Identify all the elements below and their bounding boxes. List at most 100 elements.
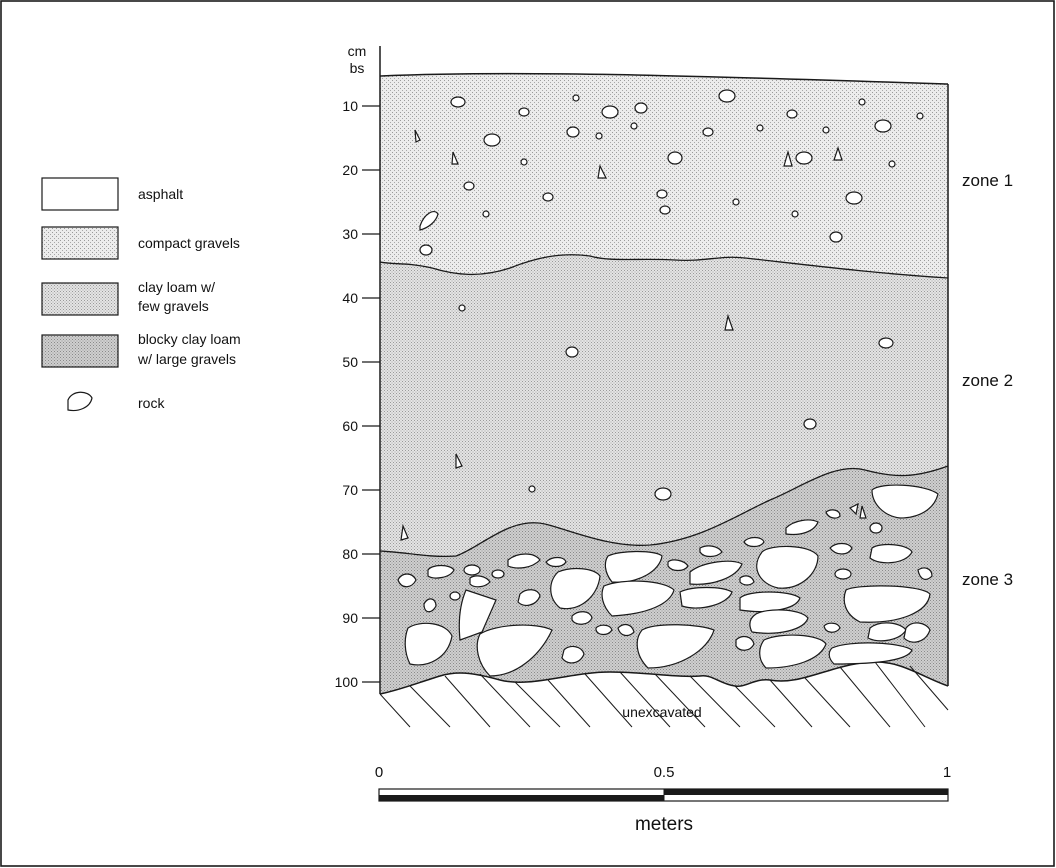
scale-bar: 0 0.5 1 meters — [375, 764, 951, 835]
rock-icon — [786, 109, 798, 119]
legend-item-asphalt: asphalt — [41, 177, 183, 211]
zone-1-2-boundary — [379, 254, 949, 279]
legend-label: compact gravels — [138, 235, 240, 251]
rock-icon — [916, 112, 924, 120]
rock-icon — [545, 556, 567, 568]
rock-icon — [871, 484, 939, 519]
rock-icon — [829, 231, 843, 243]
legend-label: blocky clay loam — [138, 331, 241, 347]
depth-tick-label: 70 — [342, 482, 358, 498]
rock-icon — [419, 211, 439, 231]
rock-icon — [404, 622, 453, 666]
rock-icon — [848, 502, 859, 516]
depth-tick-label: 60 — [342, 418, 358, 434]
rock-icon — [724, 313, 734, 331]
rock-icon — [732, 198, 740, 206]
rock-icon — [739, 575, 755, 586]
rock-icon — [630, 122, 638, 130]
rock-icon — [749, 609, 809, 634]
rock-icon — [491, 569, 505, 579]
zone-label-3: zone 3 — [962, 570, 1013, 589]
zone-label-1: zone 1 — [962, 171, 1013, 190]
rock-icon — [414, 129, 421, 143]
rock-icon — [427, 564, 455, 579]
rock-icon — [667, 151, 683, 165]
rock-icon — [450, 96, 466, 108]
rock-icon — [783, 149, 793, 167]
depth-tick-label: 40 — [342, 290, 358, 306]
rock-icon — [825, 509, 841, 519]
rock-icon — [595, 624, 613, 636]
rock-icon — [859, 505, 867, 519]
depth-tick-label: 10 — [342, 98, 358, 114]
rock-icon — [843, 585, 931, 623]
scale-bar-segment-left — [379, 795, 664, 801]
base-boundary — [379, 661, 949, 695]
rock-icon — [463, 564, 481, 576]
zone-label-2: zone 2 — [962, 371, 1013, 390]
rock-icon — [735, 635, 755, 651]
rock-icon — [785, 519, 819, 536]
rock-icon — [451, 151, 459, 165]
rock-icon — [449, 591, 461, 601]
rock-icon — [833, 146, 843, 161]
rock-group — [397, 89, 939, 677]
scale-tick-0-5: 0.5 — [654, 764, 675, 781]
rock-icon — [656, 189, 668, 199]
zone-2-layer — [380, 254, 948, 557]
scale-tick-0: 0 — [375, 764, 383, 781]
rock-icon — [423, 598, 437, 613]
rock-icon — [679, 586, 733, 609]
rock-icon — [483, 133, 501, 147]
depth-unit-cm: cm — [348, 43, 367, 59]
rock-icon — [874, 119, 892, 133]
rock-icon — [702, 127, 714, 137]
rock-icon — [756, 124, 764, 132]
rock-icon — [397, 573, 417, 588]
scale-tick-1: 1 — [943, 764, 951, 781]
rock-icon — [566, 126, 580, 138]
rock-icon — [520, 158, 528, 166]
legend-item-clay-loam: clay loam w/ few gravels — [41, 279, 215, 316]
asphalt-swatch — [41, 177, 119, 211]
rock-icon — [903, 622, 931, 643]
unexcavated-label: unexcavated — [622, 704, 701, 720]
rock-icon — [476, 624, 553, 677]
depth-tick-label: 20 — [342, 162, 358, 178]
rock-icon — [550, 567, 601, 610]
depth-ticks: 10 20 30 40 50 60 70 80 90 100 — [335, 98, 380, 690]
rock-icon — [458, 589, 497, 641]
depth-tick-label: 100 — [335, 674, 359, 690]
scale-bar-segment-right — [664, 789, 948, 795]
rock-icon — [636, 624, 715, 669]
depth-tick-label: 90 — [342, 610, 358, 626]
rock-icon — [463, 181, 475, 191]
rock-icon — [542, 192, 554, 202]
rock-icon — [743, 536, 765, 548]
rock-icon — [689, 560, 743, 585]
rock-icon — [718, 89, 736, 103]
rock-icon — [597, 164, 607, 179]
rock-icon — [595, 132, 603, 140]
rock-icon — [759, 634, 827, 669]
rock-icon — [571, 611, 593, 625]
legend: asphalt compact gravels clay loam w/ few… — [41, 177, 241, 412]
legend-label: asphalt — [138, 186, 183, 202]
rock-icon — [739, 591, 801, 613]
rock-icon — [572, 94, 580, 102]
scale-unit-label: meters — [635, 814, 693, 835]
rock-icon — [604, 550, 663, 583]
zone-labels: zone 1 zone 2 zone 3 — [962, 171, 1013, 589]
rock-icon — [829, 542, 853, 555]
rock-icon — [601, 580, 675, 617]
rock-icon — [654, 487, 672, 501]
rock-icon — [667, 559, 689, 572]
depth-unit-bs: bs — [350, 60, 365, 76]
rock-icon — [561, 645, 585, 664]
rock-icon — [699, 545, 723, 558]
legend-label: rock — [138, 395, 165, 411]
rock-icon — [419, 244, 433, 256]
depth-axis: cm bs 10 20 30 40 50 60 70 80 90 100 — [335, 43, 380, 690]
rock-icon — [67, 391, 93, 412]
rock-icon — [517, 589, 541, 606]
